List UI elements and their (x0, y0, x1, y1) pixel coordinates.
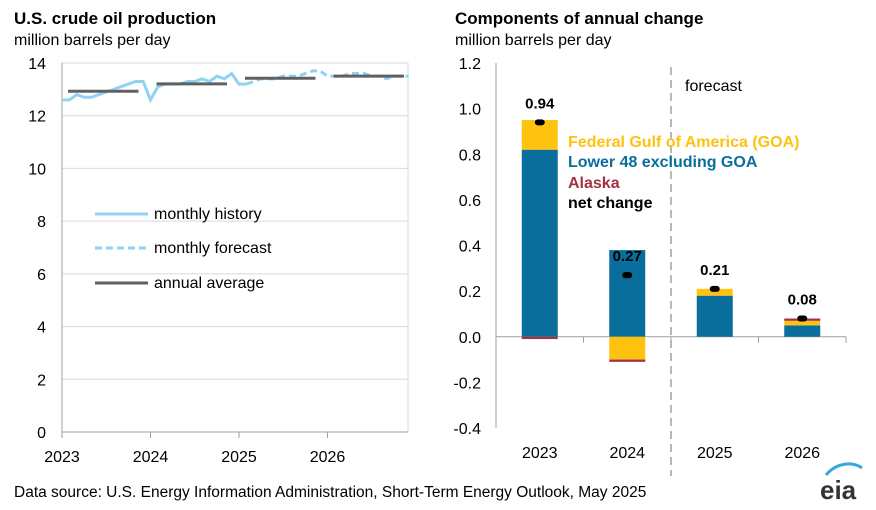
data-source-note: Data source: U.S. Energy Information Adm… (14, 484, 647, 501)
y-tick-label: 8 (37, 214, 46, 231)
legend-label: monthly forecast (154, 240, 272, 257)
net-change-marker (797, 315, 808, 322)
bar-goa (609, 336, 646, 360)
x-tick-label: 2024 (133, 449, 169, 466)
y-tick-label: 2 (37, 372, 46, 389)
y-tick-label: 0.4 (459, 239, 481, 256)
y-tick-label: 12 (28, 109, 46, 126)
y-tick-label: -0.4 (453, 421, 481, 438)
y-tick-label: -0.2 (453, 375, 481, 392)
y-tick-label: 0.6 (459, 193, 481, 210)
x-tick-label: 2023 (522, 445, 558, 462)
y-tick-label: 6 (37, 267, 46, 284)
left-chart-subtitle: million barrels per day (14, 32, 171, 49)
net-change-marker (709, 285, 720, 292)
y-tick-label: 0.8 (459, 147, 481, 164)
legend-label: net change (568, 195, 653, 212)
bar-lower48 (609, 250, 646, 337)
net-change-label: 0.08 (788, 292, 817, 309)
right-chart-subtitle: million barrels per day (455, 32, 612, 49)
y-tick-label: 4 (37, 320, 46, 337)
bar-alaska (521, 336, 558, 340)
bar-goa (784, 320, 821, 326)
y-tick-label: 14 (28, 56, 46, 73)
x-tick-label: 2026 (784, 445, 820, 462)
net-change-marker (534, 119, 545, 126)
net-change-label: 0.94 (525, 95, 555, 112)
bar-alaska (609, 359, 646, 362)
legend-label: monthly history (154, 206, 262, 223)
legend-label: Alaska (568, 175, 620, 192)
x-tick-label: 2025 (221, 449, 257, 466)
monthly-history-line (62, 71, 247, 104)
bar-lower48 (696, 295, 733, 337)
y-tick-label: 0.2 (459, 284, 481, 301)
legend-label: Lower 48 excluding GOA (568, 154, 758, 171)
right-chart-title: Components of annual change (455, 9, 704, 28)
net-change-label: 0.21 (700, 262, 729, 279)
y-tick-label: 1.2 (459, 56, 481, 73)
net-change-label: 0.27 (613, 248, 642, 265)
x-tick-label: 2026 (310, 449, 346, 466)
y-tick-label: 0 (37, 425, 46, 442)
y-tick-label: 0.0 (459, 330, 481, 347)
bar-goa (696, 288, 733, 296)
y-tick-label: 1.0 (459, 102, 481, 119)
x-tick-label: 2025 (697, 445, 733, 462)
legend-label: Federal Gulf of America (GOA) (568, 134, 799, 151)
x-tick-label: 2024 (609, 445, 645, 462)
y-tick-label: 10 (28, 161, 46, 178)
net-change-marker (622, 272, 633, 279)
legend-label: annual average (154, 275, 264, 292)
bar-lower48 (521, 149, 558, 337)
forecast-label: forecast (685, 78, 742, 95)
left-chart-title: U.S. crude oil production (14, 9, 217, 28)
bar-lower48 (784, 325, 821, 337)
x-tick-label: 2023 (44, 449, 80, 466)
